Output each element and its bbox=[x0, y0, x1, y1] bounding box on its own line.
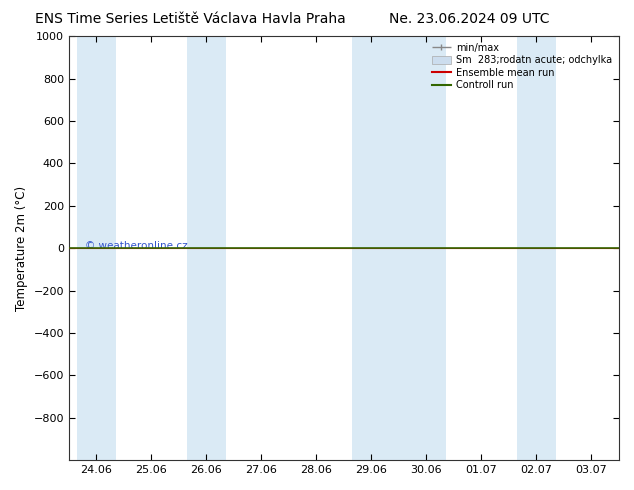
Bar bbox=[77, 36, 115, 460]
Legend: min/max, Sm  283;rodatn acute; odchylka, Ensemble mean run, Controll run: min/max, Sm 283;rodatn acute; odchylka, … bbox=[430, 41, 614, 92]
Bar bbox=[187, 36, 226, 460]
Y-axis label: Temperature 2m (°C): Temperature 2m (°C) bbox=[15, 186, 28, 311]
Text: © weatheronline.cz: © weatheronline.cz bbox=[86, 241, 188, 251]
Bar bbox=[517, 36, 556, 460]
Text: ENS Time Series Letiště Václava Havla Praha: ENS Time Series Letiště Václava Havla Pr… bbox=[35, 12, 346, 26]
Text: Ne. 23.06.2024 09 UTC: Ne. 23.06.2024 09 UTC bbox=[389, 12, 550, 26]
Bar bbox=[353, 36, 446, 460]
